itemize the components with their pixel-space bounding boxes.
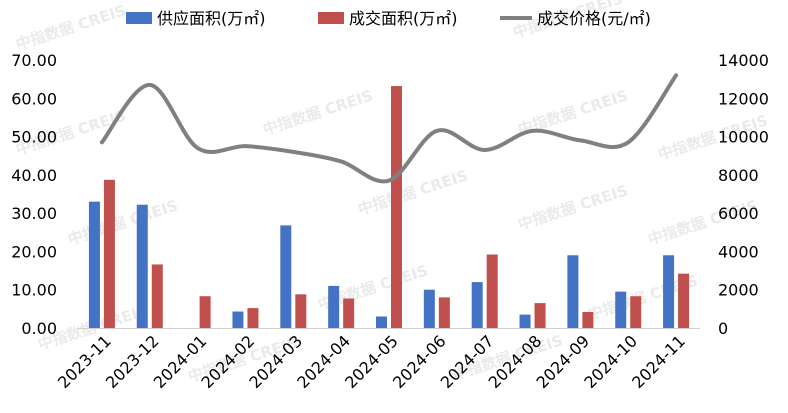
supply-bar [471, 282, 483, 328]
legend-swatch-deal [318, 12, 344, 24]
watermark-text: 中指数据 CREIS [516, 181, 630, 233]
right-axis: 0 2000 4000 6000 8000 10000 12000 14000 [718, 51, 769, 338]
right-axis-tick: 6000 [718, 204, 759, 223]
supply-bar [328, 285, 340, 328]
legend-label-supply: 供应面积(万㎡) [157, 9, 266, 28]
supply-bar [519, 314, 531, 328]
right-axis-tick: 12000 [718, 89, 769, 108]
deal-bar [678, 273, 690, 328]
watermark-text: 中指数据 CREIS [66, 196, 180, 248]
legend-label-price: 成交价格(元/㎡) [537, 9, 651, 28]
left-axis-tick: 10.00 [11, 281, 57, 300]
x-axis-tick: 2024-11 [628, 331, 689, 392]
supply-bar [88, 201, 100, 328]
supply-bar [567, 255, 579, 328]
left-axis-tick: 70.00 [11, 51, 57, 70]
supply-bar [663, 255, 675, 328]
legend-swatch-supply [126, 12, 152, 24]
right-axis-tick: 4000 [718, 242, 759, 261]
left-axis-tick: 40.00 [11, 166, 57, 185]
right-axis-tick: 14000 [718, 51, 769, 70]
deal-bar [199, 296, 211, 328]
deal-bar [486, 254, 498, 328]
deal-bar [343, 298, 355, 328]
deal-bar [151, 264, 163, 328]
supply-bar [136, 204, 148, 328]
supply-bar [280, 225, 292, 328]
deal-bar [391, 86, 402, 328]
deal-bar [534, 303, 546, 328]
right-axis-tick: 8000 [718, 166, 759, 185]
deal-bar [247, 308, 259, 328]
supply-bar [376, 316, 387, 328]
deal-bar [438, 297, 450, 328]
watermark-text: 中指数据 CREIS [14, 1, 128, 53]
legend: 供应面积(万㎡) 成交面积(万㎡) 成交价格(元/㎡) [126, 9, 651, 28]
legend-label-deal: 成交面积(万㎡) [349, 9, 458, 28]
supply-bar [615, 291, 627, 328]
deal-bar [582, 311, 594, 328]
deal-bar [295, 294, 307, 328]
left-axis-tick: 0.00 [21, 319, 57, 338]
bars [88, 86, 690, 328]
deal-bar [103, 179, 115, 328]
right-axis-tick: 0 [718, 319, 728, 338]
left-axis-tick: 30.00 [11, 204, 57, 223]
supply-bar [232, 311, 244, 328]
right-axis-tick: 10000 [718, 128, 769, 147]
right-axis-tick: 2000 [718, 281, 759, 300]
supply-bar [423, 289, 435, 328]
watermark-text: 中指数据 CREIS [261, 86, 375, 138]
left-axis-tick: 60.00 [11, 89, 57, 108]
watermark-text: 中指数据 CREIS [356, 166, 470, 218]
deal-bar [630, 296, 642, 328]
price-line [99, 73, 679, 184]
left-axis: 0.00 10.00 20.00 30.00 40.00 50.00 60.00 70.00 [11, 51, 57, 338]
left-axis-tick: 50.00 [11, 128, 57, 147]
left-axis-tick: 20.00 [11, 242, 57, 261]
x-axis: 2023-112023-122024-012024-022024-032024-… [54, 331, 689, 392]
